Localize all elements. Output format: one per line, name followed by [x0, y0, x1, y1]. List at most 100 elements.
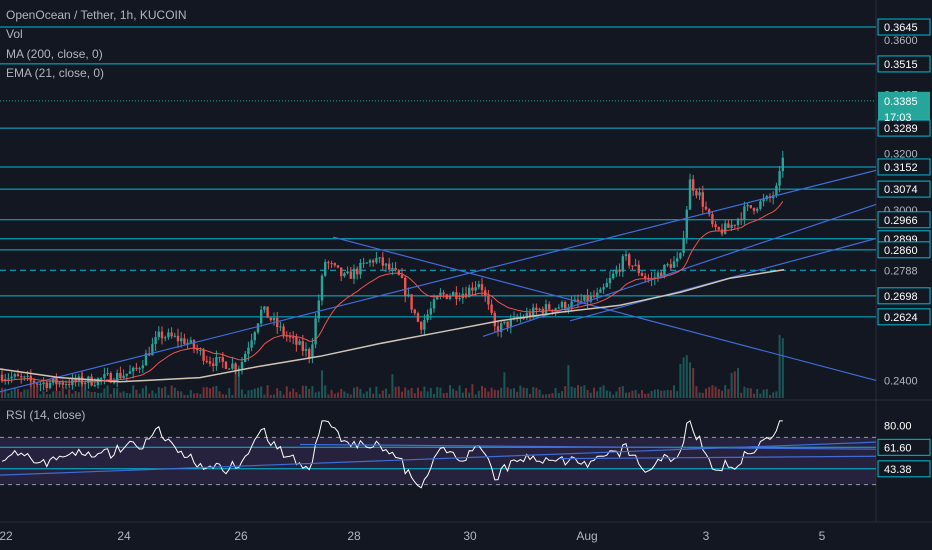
candle-body	[250, 340, 253, 348]
rsi-trend-line	[559, 455, 877, 460]
volume-bar	[52, 391, 55, 398]
volume-bar	[714, 386, 717, 398]
candle-body	[84, 383, 87, 385]
candle-body	[724, 223, 727, 234]
price-level-badge	[877, 308, 931, 326]
candle-body	[608, 278, 612, 284]
candle-body	[327, 262, 330, 264]
candle-body	[292, 337, 295, 339]
price-tick-label: 0.3152	[884, 162, 918, 174]
candles	[0, 150, 784, 392]
candle-body	[400, 274, 404, 278]
volume-bar	[721, 390, 723, 398]
volume-bar	[685, 355, 688, 398]
volume-bar	[346, 393, 349, 398]
volume-bar	[727, 389, 730, 398]
candle-body	[685, 209, 688, 238]
volume-bar	[420, 391, 423, 398]
candle-body	[468, 287, 471, 298]
candle-body	[407, 294, 410, 296]
volume-bar	[676, 391, 679, 398]
legend-ma[interactable]: MA (200, close, 0)	[6, 47, 103, 61]
legend-ema[interactable]: EMA (21, close, 0)	[6, 66, 105, 80]
candle-body	[490, 304, 493, 314]
price-axis: 0.36450.36000.35150.34070.33850.32890.32…	[877, 18, 931, 478]
volume-bar	[333, 393, 336, 398]
candle-body	[416, 313, 420, 322]
candle-body	[618, 269, 621, 272]
candle-body	[458, 298, 461, 300]
legend-vol[interactable]: Vol	[6, 27, 23, 41]
candle-body	[365, 262, 368, 264]
volume-bar	[42, 391, 45, 398]
volume-bar	[452, 388, 455, 398]
candle-body	[42, 382, 45, 385]
price-tick-label: 0.3645	[884, 22, 918, 34]
volume-bar	[119, 392, 122, 398]
candle-body	[624, 254, 628, 257]
volume-bar	[490, 387, 493, 398]
volume-bar	[231, 394, 234, 398]
candle-body	[554, 308, 557, 312]
volume-bar	[74, 390, 77, 398]
rsi-line-path	[1, 420, 783, 489]
volume-bar	[148, 393, 151, 398]
time-tick-label: Aug	[576, 529, 597, 543]
candle-body	[359, 262, 362, 275]
rsi-tick-label: 61.60	[884, 442, 912, 454]
volume-bar	[423, 386, 426, 398]
volume-bar	[205, 386, 208, 398]
volume-bar	[103, 388, 106, 398]
volume-bar	[7, 393, 10, 398]
candle-body	[61, 382, 64, 385]
candle-body	[247, 347, 250, 354]
volume-bar	[253, 388, 256, 398]
price-level-badge	[877, 55, 931, 73]
candle-body	[500, 323, 503, 332]
candle-body	[599, 289, 602, 293]
volume-bar	[567, 365, 570, 398]
grid	[0, 0, 932, 523]
volume-bar	[711, 385, 714, 398]
volume-bar	[551, 393, 554, 398]
candle-body	[388, 263, 391, 270]
candle-body	[404, 277, 407, 296]
volume-bar	[522, 387, 525, 398]
volume-bar	[570, 386, 573, 398]
volume-bar	[564, 386, 567, 398]
price-tick-label: 0.3385	[884, 96, 918, 108]
ma-line-path	[0, 268, 785, 383]
price-level-badge	[877, 180, 931, 198]
volume-bar	[765, 389, 768, 398]
volume-bar	[273, 394, 275, 398]
candle-body	[615, 269, 618, 274]
volume-bar	[778, 334, 781, 398]
volume-bar	[279, 390, 282, 398]
legend-rsi[interactable]: RSI (14, close)	[6, 408, 86, 422]
volume-bar	[221, 394, 224, 398]
candle-body	[730, 224, 733, 228]
candle-body	[464, 293, 468, 298]
volume-bar	[93, 391, 96, 398]
candle-body	[477, 284, 480, 288]
candle-body	[64, 384, 68, 386]
candle-body	[487, 295, 490, 305]
volume-bar	[615, 391, 618, 398]
volume-bar	[154, 393, 157, 398]
volume-bar	[631, 390, 634, 398]
volume-bar	[295, 392, 298, 398]
volume-bar	[682, 357, 685, 398]
volume-bar	[541, 394, 544, 398]
volume-bar	[301, 385, 304, 398]
volume-bar	[733, 371, 736, 398]
volume-bar	[775, 391, 778, 398]
horizontal-levels	[0, 26, 876, 470]
volume-bar	[641, 390, 643, 398]
candle-body	[362, 262, 365, 264]
volume-bar	[401, 391, 403, 398]
trend-lines	[0, 169, 877, 393]
volume-bar	[497, 390, 499, 398]
volume-bar	[141, 388, 144, 398]
